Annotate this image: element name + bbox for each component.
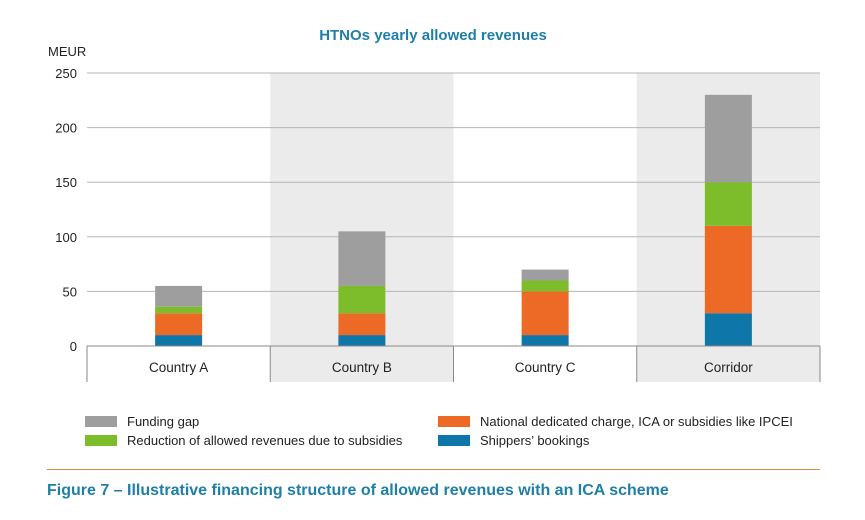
bar-segment bbox=[704, 94, 752, 183]
bar-segment bbox=[338, 313, 386, 336]
bar-segment bbox=[704, 313, 752, 346]
bar-segment bbox=[521, 335, 569, 346]
bar-segment bbox=[338, 231, 386, 286]
y-tick-label: 250 bbox=[55, 66, 77, 81]
x-axis: Country A Country B Country C Corridor bbox=[86, 345, 821, 382]
chart-title: HTNOs yearly allowed revenues bbox=[319, 27, 547, 44]
legend-label-funding-gap: Funding gap bbox=[127, 414, 200, 429]
gridlines bbox=[87, 72, 820, 292]
y-tick-label: 50 bbox=[63, 284, 77, 299]
legend-swatch-national-charge bbox=[438, 416, 470, 427]
legend-item-reduction: Reduction of allowed revenues due to sub… bbox=[85, 433, 402, 448]
bar-segment bbox=[155, 313, 203, 336]
legend-item-national-charge: National dedicated charge, ICA or subsid… bbox=[438, 414, 793, 429]
y-axis-unit-label: MEUR bbox=[48, 44, 86, 59]
legend-label-shippers: Shippers’ bookings bbox=[480, 433, 590, 448]
bar-segment bbox=[155, 285, 203, 307]
bar-segment bbox=[521, 291, 569, 336]
y-tick-label: 200 bbox=[55, 121, 77, 136]
bar-segment bbox=[338, 285, 386, 314]
y-tick-label: 150 bbox=[55, 175, 77, 190]
y-axis-ticks: 0 50 100 150 200 250 bbox=[55, 66, 77, 354]
y-tick-label: 0 bbox=[70, 339, 77, 354]
caption-divider bbox=[47, 469, 820, 470]
x-tick-label: Country B bbox=[332, 360, 392, 375]
legend-item-funding-gap: Funding gap bbox=[85, 414, 199, 429]
bar-segment bbox=[338, 335, 386, 346]
x-tick-label: Country A bbox=[149, 360, 208, 375]
legend-swatch-shippers bbox=[438, 435, 470, 446]
bars bbox=[155, 94, 752, 346]
x-tick-label: Country C bbox=[515, 360, 576, 375]
bar-segment bbox=[704, 182, 752, 226]
bar-segment bbox=[704, 225, 752, 314]
legend-item-shippers: Shippers’ bookings bbox=[438, 433, 589, 448]
y-tick-label: 100 bbox=[55, 230, 77, 245]
legend-label-reduction: Reduction of allowed revenues due to sub… bbox=[127, 433, 403, 448]
x-tick-label: Corridor bbox=[704, 360, 753, 375]
bar-segment bbox=[521, 280, 569, 292]
chart: HTNOs yearly allowed revenues MEUR 0 50 10… bbox=[48, 27, 821, 382]
legend-swatch-reduction bbox=[85, 435, 117, 446]
figure-caption: Figure 7 – Illustrative financing struct… bbox=[47, 482, 669, 499]
bar-segment bbox=[521, 269, 569, 281]
bar-segment bbox=[155, 335, 203, 346]
legend-swatch-funding-gap bbox=[85, 416, 117, 427]
legend-label-national-charge: National dedicated charge, ICA or subsid… bbox=[480, 414, 793, 429]
bar-segment bbox=[155, 306, 203, 314]
